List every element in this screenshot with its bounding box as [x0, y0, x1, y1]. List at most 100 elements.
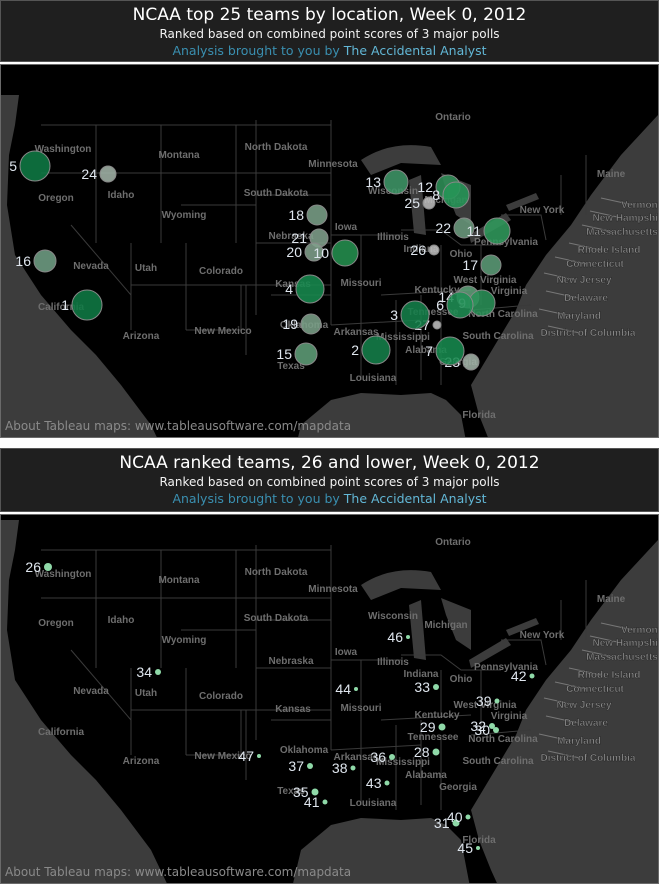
- team-marker[interactable]: 10: [313, 239, 359, 267]
- credit-brand-link[interactable]: The Accidental Analyst: [343, 43, 487, 58]
- rank-label: 25: [404, 195, 420, 211]
- team-marker[interactable]: 24: [81, 165, 117, 183]
- top-map-canvas[interactable]: Washington Oregon Idaho Montana Wyoming Nevad…: [1, 65, 658, 437]
- about-tableau-maps-link[interactable]: About Tableau maps: www.tableausoftware.…: [5, 865, 352, 879]
- team-marker[interactable]: 11: [466, 217, 511, 245]
- marker-dot[interactable]: [529, 673, 535, 679]
- marker-circle[interactable]: [442, 181, 470, 209]
- team-marker[interactable]: 20: [286, 242, 324, 262]
- marker-dot[interactable]: [432, 748, 440, 756]
- marker-dot[interactable]: [452, 819, 460, 827]
- marker-dot[interactable]: [406, 635, 410, 639]
- team-marker[interactable]: 44: [335, 681, 358, 697]
- team-marker[interactable]: 34: [136, 664, 161, 680]
- marker-dot[interactable]: [476, 846, 480, 850]
- marker-dot[interactable]: [493, 727, 499, 733]
- marker-dot[interactable]: [433, 684, 439, 690]
- marker-layer[interactable]: 26 28 29 30 31 32 33 34 35 36 37 38 39 40 41 42 43 44 45 46…: [25, 559, 535, 856]
- about-tableau-maps-link[interactable]: About Tableau maps: www.tableausoftware.…: [5, 419, 352, 433]
- marker-dot[interactable]: [438, 723, 446, 731]
- team-marker[interactable]: 29: [420, 719, 446, 735]
- marker-circle[interactable]: [435, 336, 465, 366]
- team-marker[interactable]: 16: [15, 249, 57, 273]
- team-marker[interactable]: 3: [390, 300, 430, 330]
- marker-dot[interactable]: [354, 687, 358, 691]
- team-marker[interactable]: 19: [282, 313, 322, 335]
- team-marker[interactable]: 39: [476, 693, 500, 709]
- credit-brand-link[interactable]: The Accidental Analyst: [343, 491, 487, 506]
- bottom-map[interactable]: Washington Oregon Idaho Montana Wyoming Nevad…: [0, 514, 659, 884]
- team-marker[interactable]: 42: [511, 668, 535, 684]
- marker-circle[interactable]: [453, 217, 475, 239]
- team-marker[interactable]: 36: [370, 749, 395, 765]
- team-marker[interactable]: 26: [25, 559, 52, 575]
- marker-circle[interactable]: [71, 289, 103, 321]
- marker-dot[interactable]: [384, 780, 390, 786]
- team-marker[interactable]: 28: [414, 744, 440, 760]
- team-marker[interactable]: 31: [434, 815, 460, 831]
- marker-circle[interactable]: [294, 342, 318, 366]
- team-marker[interactable]: 40: [447, 809, 471, 825]
- marker-circle[interactable]: [306, 204, 328, 226]
- marker-dot[interactable]: [257, 754, 261, 758]
- team-marker[interactable]: 33: [414, 679, 439, 695]
- marker-circle[interactable]: [483, 217, 511, 245]
- marker-dot[interactable]: [489, 723, 495, 729]
- team-marker[interactable]: 2: [351, 335, 391, 365]
- marker-circle[interactable]: [383, 169, 409, 195]
- marker-circle[interactable]: [422, 196, 436, 210]
- team-marker[interactable]: 8: [432, 181, 470, 209]
- marker-dot[interactable]: [44, 563, 52, 571]
- team-marker[interactable]: 7: [425, 336, 465, 366]
- marker-circle[interactable]: [361, 335, 391, 365]
- team-marker[interactable]: 4: [285, 274, 325, 304]
- team-marker[interactable]: 17: [462, 254, 502, 276]
- team-marker[interactable]: 38: [332, 760, 356, 776]
- bottom-map-canvas[interactable]: Washington Oregon Idaho Montana Wyoming Nevad…: [1, 515, 658, 883]
- team-marker[interactable]: 45: [457, 840, 480, 856]
- marker-dot[interactable]: [307, 763, 313, 769]
- marker-circle[interactable]: [432, 320, 442, 330]
- top-map[interactable]: Washington Oregon Idaho Montana Wyoming Nevad…: [0, 64, 659, 438]
- marker-circle[interactable]: [446, 291, 474, 319]
- team-marker[interactable]: 26: [410, 242, 440, 258]
- marker-circle[interactable]: [300, 313, 322, 335]
- marker-dot[interactable]: [311, 788, 319, 796]
- marker-layer[interactable]: 2726252423222120191817161514131211109876…: [9, 150, 511, 371]
- marker-circle[interactable]: [428, 244, 440, 256]
- marker-circle[interactable]: [19, 150, 51, 182]
- marker-circle[interactable]: [295, 274, 325, 304]
- marker-dot[interactable]: [465, 814, 471, 820]
- team-marker[interactable]: 18: [288, 204, 328, 226]
- marker-dot[interactable]: [322, 799, 328, 805]
- marker-circle[interactable]: [462, 353, 480, 371]
- team-marker[interactable]: 25: [404, 195, 436, 211]
- marker-circle[interactable]: [99, 165, 117, 183]
- marker-dot[interactable]: [389, 754, 395, 760]
- marker-circle[interactable]: [33, 249, 57, 273]
- team-marker[interactable]: 30: [474, 722, 499, 738]
- team-marker[interactable]: 13: [365, 169, 409, 195]
- team-marker[interactable]: 32: [470, 718, 495, 734]
- marker-circle[interactable]: [480, 254, 502, 276]
- state-label: Nevada: [73, 686, 109, 697]
- marker-circle[interactable]: [400, 300, 430, 330]
- team-marker[interactable]: 15: [276, 342, 318, 366]
- team-marker[interactable]: 46: [387, 629, 410, 645]
- team-marker[interactable]: 1: [61, 289, 103, 321]
- team-marker[interactable]: 41: [304, 794, 328, 810]
- pacific-ocean: [1, 520, 167, 883]
- team-marker[interactable]: 35: [293, 784, 319, 800]
- marker-dot[interactable]: [494, 698, 500, 704]
- basemap: Washington Oregon Idaho Montana Wyoming Nevad…: [1, 95, 658, 437]
- team-marker[interactable]: 43: [366, 775, 390, 791]
- team-marker[interactable]: 22: [435, 217, 475, 239]
- marker-dot[interactable]: [155, 669, 161, 675]
- team-marker[interactable]: 47: [238, 748, 261, 764]
- marker-circle[interactable]: [331, 239, 359, 267]
- team-marker[interactable]: 5: [9, 150, 51, 182]
- team-marker[interactable]: 37: [288, 758, 313, 774]
- team-marker[interactable]: 6: [436, 291, 474, 319]
- marker-circle[interactable]: [304, 242, 324, 262]
- marker-dot[interactable]: [350, 765, 356, 771]
